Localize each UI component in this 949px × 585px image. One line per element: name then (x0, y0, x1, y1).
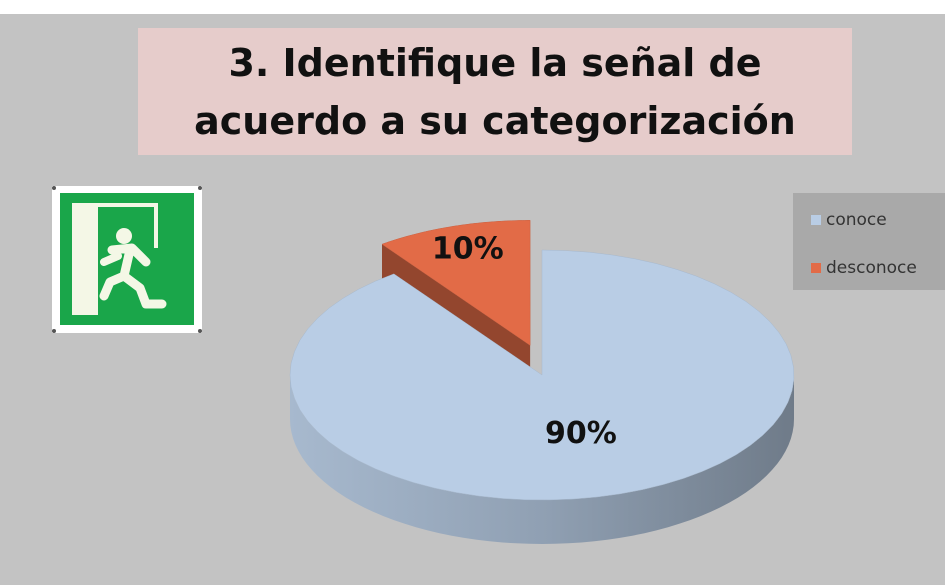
chart-title: 3. Identifique la señal de acuerdo a su … (138, 28, 852, 155)
sign-arm (100, 252, 122, 266)
sign-door-side (154, 203, 158, 248)
legend-label: desconoce (826, 258, 917, 278)
data-label: 90% (545, 416, 617, 451)
handle (198, 329, 202, 333)
legend-label: conoce (826, 210, 887, 230)
sign-runner (99, 243, 167, 309)
legend-swatch (811, 215, 821, 225)
handles (52, 186, 202, 333)
slice (289, 249, 795, 501)
legend-swatch (811, 263, 821, 273)
exit-sign (52, 186, 202, 333)
sign-head (116, 228, 132, 244)
legend-box (793, 193, 945, 290)
slice-wall (290, 375, 794, 544)
data-label: 10% (432, 232, 504, 267)
slice (381, 220, 531, 346)
handle (52, 329, 56, 333)
sign-door-top (98, 203, 158, 207)
handle (198, 186, 202, 190)
sign-door (72, 203, 98, 315)
handle (52, 186, 56, 190)
